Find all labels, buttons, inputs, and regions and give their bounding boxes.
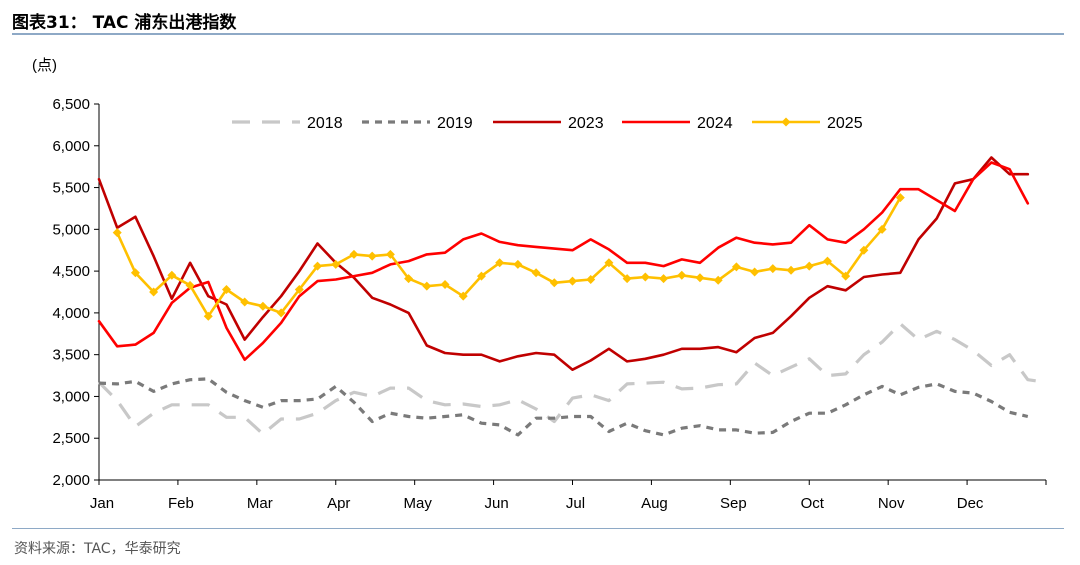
- series-line-2025: [115, 196, 902, 318]
- point-marker-2025: [130, 268, 140, 278]
- y-tick-label: 4,000: [52, 305, 90, 322]
- point-marker-2025: [221, 284, 231, 294]
- series-line-2023: [97, 156, 1030, 372]
- point-marker-2025: [404, 274, 414, 284]
- point-marker-2025: [258, 301, 268, 311]
- point-marker-2025: [841, 271, 851, 281]
- line-chart: (点) 2,000 2,500 3,000 3,500 4,000 4,500 5,000 5…: [32, 57, 1047, 512]
- point-marker-2025: [185, 280, 195, 290]
- x-tick-label: Oct: [801, 495, 825, 512]
- point-marker-2025: [385, 249, 395, 259]
- point-marker-2025: [822, 256, 832, 266]
- point-marker-2025: [786, 265, 796, 275]
- x-tick-label: Mar: [247, 495, 273, 512]
- point-marker-2025: [440, 279, 450, 289]
- x-tick-label: Jun: [484, 495, 508, 512]
- chart-axes: 2,000 2,500 3,000 3,500 4,000 4,500 5,000 5,500…: [52, 96, 1047, 512]
- y-tick-label: 6,500: [52, 96, 90, 113]
- point-marker-2025: [568, 276, 577, 286]
- point-marker-2025: [895, 193, 905, 203]
- point-marker-2025: [531, 268, 541, 278]
- point-marker-2025: [167, 270, 177, 280]
- x-tick-label: Sep: [720, 495, 747, 512]
- point-marker-2025: [677, 270, 687, 280]
- point-marker-2025: [240, 297, 250, 307]
- figure-title: 图表31： TAC 浦东出港指数: [12, 13, 237, 33]
- chart-legend: 2018 2019 2023 2024 2025: [232, 115, 863, 132]
- point-marker-2025: [513, 259, 523, 269]
- point-marker-2025: [458, 291, 468, 301]
- point-marker-2025: [495, 258, 505, 268]
- point-marker-2025: [640, 272, 650, 282]
- point-marker-2025: [349, 249, 359, 259]
- point-marker-2025: [331, 259, 341, 269]
- legend-label-2025: 2025: [827, 115, 863, 132]
- point-marker-2025: [203, 311, 213, 321]
- x-tick-label: Jan: [90, 495, 114, 512]
- point-marker-2025: [659, 274, 669, 284]
- legend-label-2024: 2024: [697, 115, 733, 132]
- point-marker-2025: [549, 278, 559, 288]
- source-rule: [12, 528, 1064, 529]
- point-marker-2025: [750, 267, 760, 277]
- y-tick-label: 5,500: [52, 180, 90, 197]
- y-axis-label: (点): [32, 57, 57, 74]
- x-tick-label: Aug: [641, 495, 668, 512]
- point-marker-2025: [586, 274, 596, 284]
- x-tick-label: Jul: [566, 495, 585, 512]
- y-tick-label: 6,000: [52, 138, 90, 155]
- legend-marker-2025: [781, 117, 791, 127]
- legend-label-2018: 2018: [307, 115, 343, 132]
- point-marker-2025: [695, 273, 705, 283]
- x-tick-label: Dec: [957, 495, 984, 512]
- series-line-2024: [97, 161, 1030, 362]
- point-marker-2025: [804, 261, 814, 271]
- y-tick-label: 2,000: [52, 472, 90, 489]
- x-tick-label: Apr: [327, 495, 350, 512]
- point-marker-2025: [476, 271, 486, 281]
- legend-label-2023: 2023: [568, 115, 604, 132]
- point-marker-2025: [713, 275, 723, 285]
- point-marker-2025: [422, 281, 432, 291]
- point-marker-2025: [877, 224, 887, 234]
- point-marker-2025: [276, 308, 286, 318]
- point-marker-2025: [112, 228, 122, 238]
- series-line-2018: [97, 322, 1047, 436]
- x-tick-label: Feb: [168, 495, 194, 512]
- point-marker-2025: [367, 251, 377, 261]
- title-rule: [12, 33, 1064, 35]
- series-line-2019: [98, 377, 1029, 437]
- y-tick-label: 3,000: [52, 388, 90, 405]
- point-marker-2025: [604, 258, 614, 268]
- source-note: 资料来源：TAC，华泰研究: [14, 541, 181, 557]
- point-marker-2025: [768, 264, 778, 274]
- point-marker-2025: [313, 261, 323, 271]
- y-tick-label: 3,500: [52, 347, 90, 364]
- point-marker-2025: [859, 245, 869, 255]
- point-marker-2025: [731, 262, 741, 272]
- series-layer: [97, 156, 1047, 437]
- legend-label-2019: 2019: [437, 115, 473, 132]
- point-marker-2025: [622, 274, 632, 284]
- x-tick-label: Nov: [878, 495, 905, 512]
- x-tick-label: May: [403, 495, 432, 512]
- y-tick-label: 4,500: [52, 263, 90, 280]
- point-marker-2025: [294, 284, 304, 294]
- y-tick-label: 5,000: [52, 221, 90, 238]
- point-marker-2025: [149, 287, 159, 297]
- y-tick-label: 2,500: [52, 430, 90, 447]
